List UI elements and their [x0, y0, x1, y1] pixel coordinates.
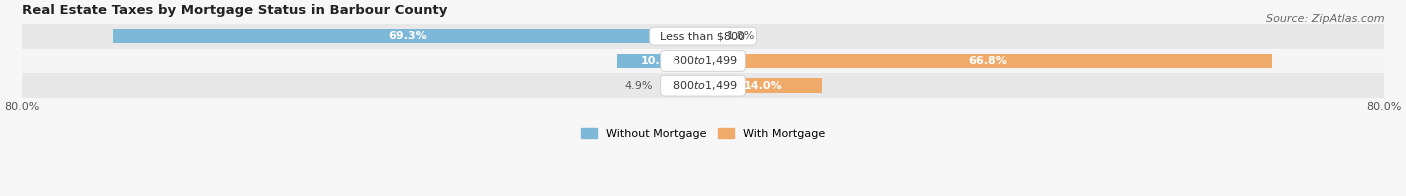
Bar — [112, 29, 703, 43]
Bar — [703, 78, 823, 93]
Text: $800 to $1,499: $800 to $1,499 — [665, 54, 741, 67]
Text: Real Estate Taxes by Mortgage Status in Barbour County: Real Estate Taxes by Mortgage Status in … — [22, 4, 447, 17]
Text: 14.0%: 14.0% — [744, 81, 782, 91]
Bar — [703, 54, 1272, 68]
Bar — [617, 54, 703, 68]
Bar — [22, 24, 1384, 48]
Text: Less than $800: Less than $800 — [654, 31, 752, 41]
Text: 1.8%: 1.8% — [727, 31, 755, 41]
Bar — [661, 78, 703, 93]
Text: Source: ZipAtlas.com: Source: ZipAtlas.com — [1267, 14, 1385, 24]
Bar — [22, 48, 1384, 73]
Legend: Without Mortgage, With Mortgage: Without Mortgage, With Mortgage — [576, 124, 830, 144]
Bar — [22, 73, 1384, 98]
Text: 69.3%: 69.3% — [388, 31, 427, 41]
Text: 4.9%: 4.9% — [624, 81, 652, 91]
Text: 66.8%: 66.8% — [967, 56, 1007, 66]
Bar — [703, 29, 718, 43]
Text: 10.1%: 10.1% — [641, 56, 679, 66]
Text: $800 to $1,499: $800 to $1,499 — [665, 79, 741, 92]
